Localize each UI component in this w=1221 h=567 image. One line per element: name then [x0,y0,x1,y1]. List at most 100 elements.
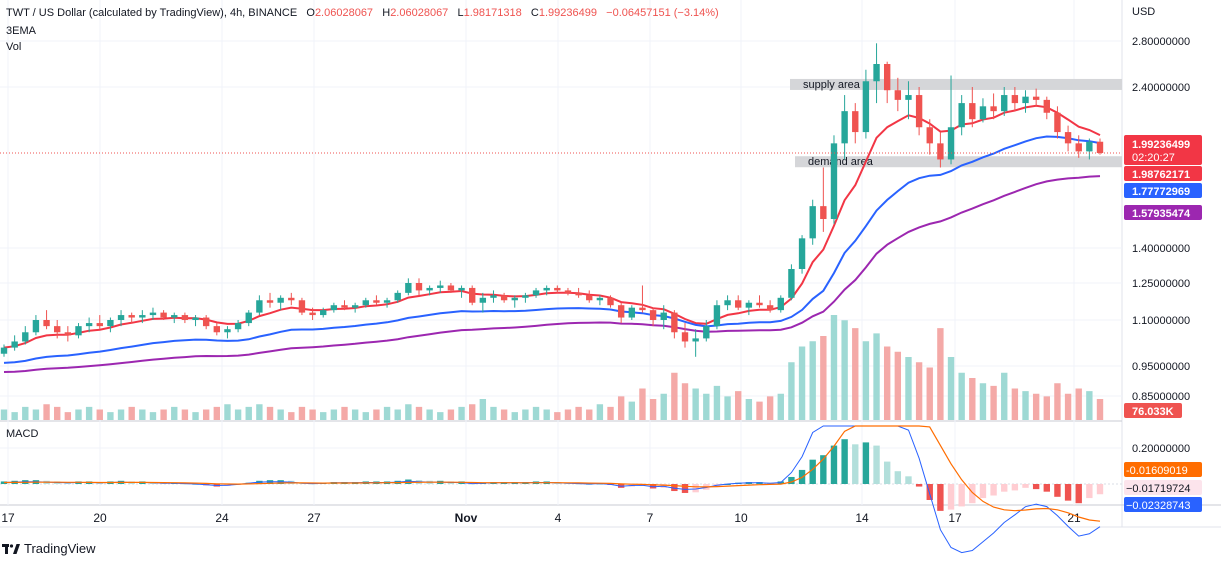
indicator-macd-label[interactable]: MACD [6,428,39,440]
candle-body [0,347,8,354]
volume-bar [288,412,295,420]
macd-histogram-bar [937,484,944,511]
volume-bar [1086,391,1093,420]
candle-body [660,312,667,320]
volume-bar [703,393,710,420]
volume-bar [469,404,476,420]
macd-histogram-bar [1032,484,1040,490]
volume-bar [394,409,401,420]
volume-bar [820,336,827,420]
volume-bar [543,409,550,420]
countdown-label: 02:20:27 [1132,152,1175,164]
candle-body [575,292,582,296]
ema-price-label: 1.77772969 [1132,186,1190,198]
candle-body [543,287,550,291]
volume-bar [437,412,444,420]
candle-body [532,290,540,296]
candle-body [905,95,912,100]
time-tick-label: 20 [93,511,107,525]
volume-bar [330,409,338,420]
ema-fast-line [3,104,1101,349]
volume-bar [224,404,231,420]
volume-bar [671,372,678,420]
volume-bar [660,393,667,420]
candle-body [883,64,891,91]
volume-bar [64,412,72,420]
last-price-label: 1.99236499 [1132,139,1190,151]
candle-body [798,238,806,269]
volume-bar [373,409,380,420]
candle-body [724,300,731,306]
candle-body [713,305,721,327]
volume-bar [532,406,540,420]
macd-histogram-bar [830,445,838,484]
macd-histogram-bar [1064,484,1072,501]
volume-bar [309,409,316,420]
volume-bar [745,399,753,420]
candle-body [128,315,135,318]
candle-body [277,297,284,303]
candle-body [745,302,753,308]
volume-bar [607,406,614,420]
candle-body [447,285,455,291]
candle-body [1075,143,1082,152]
candle-body [522,295,529,298]
ema-price-badge [1124,183,1202,198]
volume-bar [0,409,8,420]
macd-histogram-bar [926,484,933,500]
macd-histogram-bar [979,484,987,499]
macd-value-label: −0.01719724 [1126,483,1191,495]
volume-bar [213,406,221,420]
volume-bar [202,409,210,420]
time-tick-label: 21 [1067,511,1081,525]
volume-bar [937,328,944,420]
volume-bar [969,378,976,420]
candle-body [458,287,465,291]
time-tick-label: 4 [555,511,562,525]
candle-body [756,302,763,306]
volume-bar [628,401,635,420]
macd-histogram-bar [841,439,848,484]
time-tick-label: 17 [1,511,15,525]
candle-body [511,297,518,301]
macd-histogram-bar [788,476,795,484]
macd-histogram-bar [883,461,891,484]
ema-price-label: 1.98762171 [1132,169,1190,181]
macd-histogram-bar [1096,484,1104,495]
volume-bar [479,399,487,420]
indicator-ema-label[interactable]: 3EMA [6,25,36,37]
indicator-volume-label[interactable]: Vol [6,41,22,53]
candle-body [671,312,678,333]
candle-body [202,317,210,327]
macd-histogram-bar [1086,484,1093,499]
price-tick-label: 1.40000000 [1132,243,1190,255]
candle-body [22,332,29,342]
macd-histogram-bar [894,471,902,484]
candle-body [320,310,327,316]
currency-label[interactable]: USD [1132,6,1156,18]
tradingview-logo[interactable]: TradingView [2,541,96,556]
symbol-title[interactable]: TWT / US Dollar (calculated by TradingVi… [6,7,298,19]
volume-bar [341,406,348,420]
candle-body [181,315,189,320]
open-label: O [306,7,315,19]
time-tick-label: Nov [455,511,478,525]
macd-histogram-bar [671,484,678,492]
candle-body [64,332,72,336]
candle-body [149,312,157,316]
volume-bar [522,409,529,420]
macd-histogram-bar [947,484,955,510]
macd-value-badge [1124,497,1202,512]
candle-body [309,312,316,316]
volume-bar [298,406,306,420]
macd-value-label: −0.02328743 [1126,500,1191,512]
candle-body [405,283,412,293]
volume-bar [245,406,252,420]
volume-bar [511,412,518,420]
supply-zone [790,78,1122,90]
candle-body [990,106,997,112]
high-value: 2.06028067 [390,7,449,19]
macd-value-badge [1124,462,1202,477]
volume-bar [915,362,923,420]
volume-bar [426,409,433,420]
